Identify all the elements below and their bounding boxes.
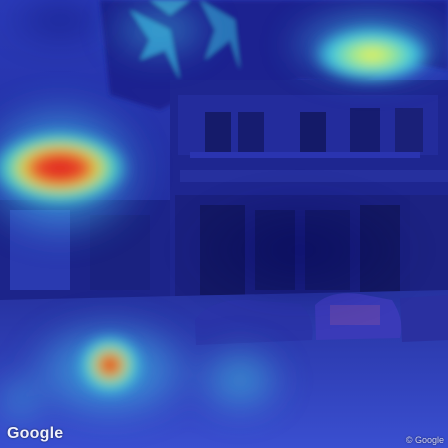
- parked-cars: [195, 293, 448, 345]
- heatmap-hotspots: [0, 27, 432, 395]
- copyright-watermark: © Google: [405, 435, 444, 445]
- google-watermark: Google: [7, 425, 64, 442]
- left-storefront: [0, 200, 170, 310]
- heatmap-cool-regions: [0, 0, 420, 310]
